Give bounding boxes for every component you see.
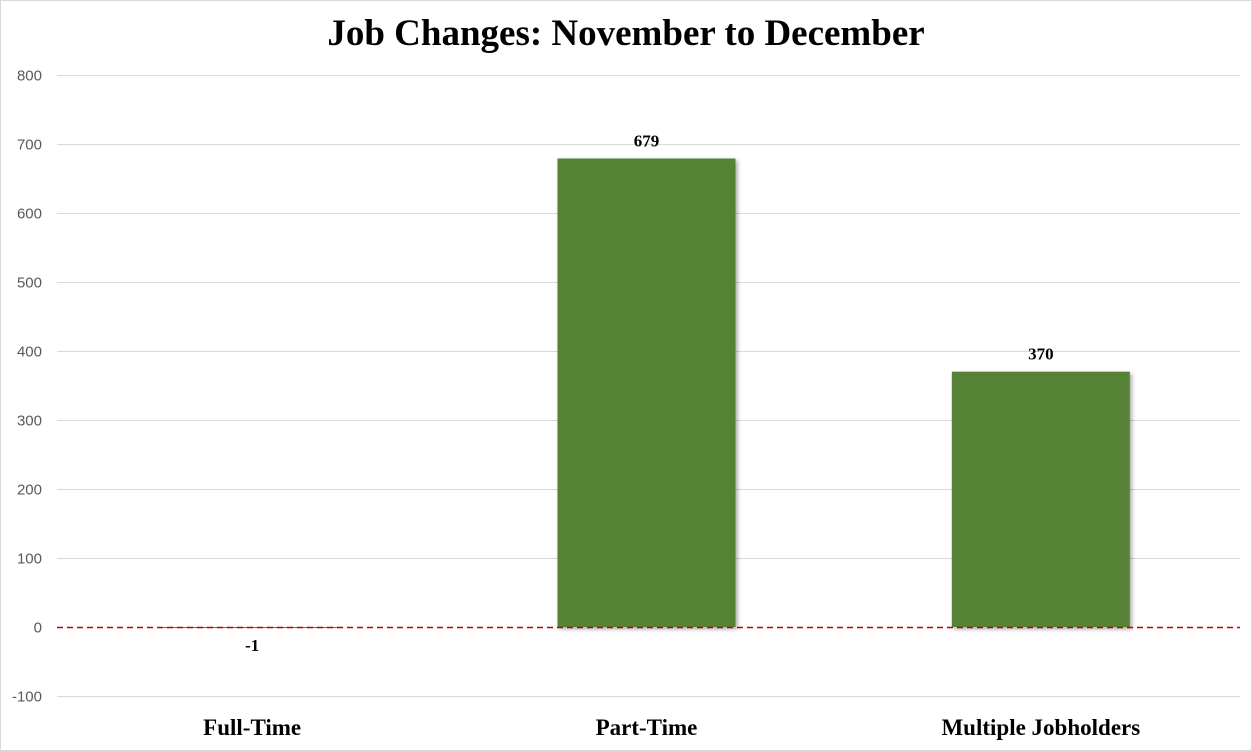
data-label: 370 — [1028, 345, 1054, 364]
y-tick-label: 300 — [17, 413, 42, 430]
data-label: -1 — [245, 636, 259, 655]
y-tick-label: 0 — [34, 620, 42, 637]
data-labels: -1 679 370 — [245, 131, 1054, 655]
data-label: 679 — [634, 131, 660, 150]
x-category-label: Part-Time — [596, 715, 698, 740]
y-tick-label: 800 — [17, 68, 42, 85]
y-tick-label: 700 — [17, 137, 42, 154]
bar — [557, 158, 736, 628]
bars — [163, 158, 1130, 628]
bar — [951, 371, 1130, 627]
x-axis-categories: Full-Time Part-Time Multiple Jobholders — [203, 715, 1140, 740]
y-tick-label: -100 — [12, 689, 42, 706]
chart-title: Job Changes: November to December — [327, 13, 925, 54]
y-tick-label: 600 — [17, 206, 42, 223]
y-tick-label: 500 — [17, 275, 42, 292]
y-tick-label: 100 — [17, 551, 42, 568]
y-tick-label: 200 — [17, 482, 42, 499]
x-category-label: Multiple Jobholders — [941, 715, 1140, 740]
y-tick-label: 400 — [17, 344, 42, 361]
y-axis-ticks: -100 0 100 200 300 400 500 600 700 800 — [12, 68, 42, 706]
x-category-label: Full-Time — [203, 715, 301, 740]
